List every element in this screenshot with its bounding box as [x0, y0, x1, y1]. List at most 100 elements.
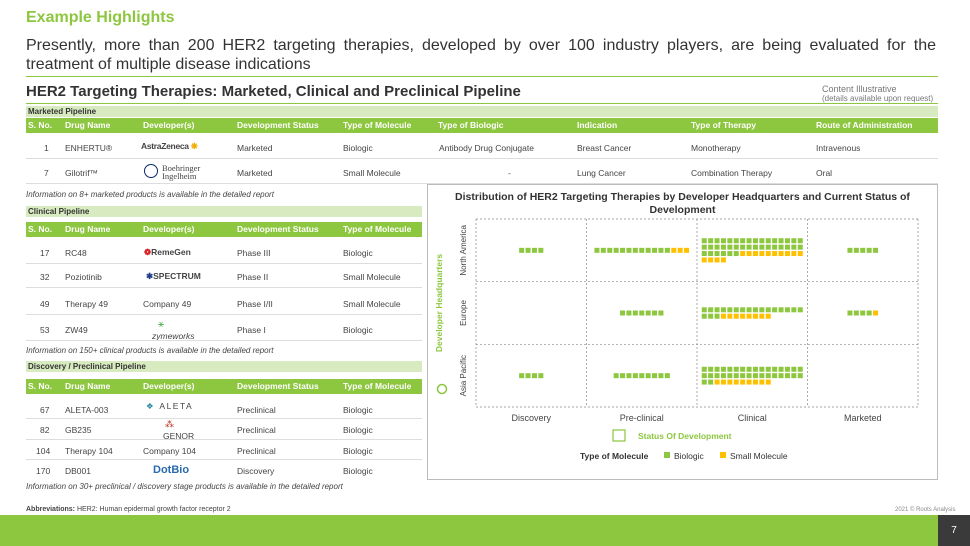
biologic-marker: [866, 310, 872, 316]
biologic-marker: [873, 247, 879, 253]
footer-bar: [0, 515, 938, 546]
biologic-marker: [639, 247, 645, 253]
table-row: 49 Therapy 49 Company 49 Phase I/II Smal…: [26, 292, 422, 314]
biologic-marker: [860, 310, 866, 316]
biologic-marker: [791, 366, 797, 372]
remegen-logo: ❁RemeGen: [144, 247, 191, 257]
abbreviations: Abbreviations: HER2: Human epidermal gro…: [26, 506, 231, 513]
x-axis-title: Status Of Development: [638, 431, 732, 441]
biologic-marker: [714, 238, 720, 244]
small-molecule-marker: [701, 257, 707, 263]
small-molecule-marker: [671, 247, 677, 253]
biologic-marker: [714, 373, 720, 379]
small-molecule-marker: [720, 379, 726, 385]
biologic-marker: [714, 307, 720, 313]
cell-sno: 170: [36, 466, 51, 476]
biologic-marker: [620, 373, 626, 379]
y-tick-label: Asia Pacific: [459, 355, 468, 396]
cell-drug: ZW49: [65, 325, 88, 335]
biologic-marker: [727, 244, 733, 250]
cell-molecule: Biologic: [343, 325, 373, 335]
row-divider: [26, 418, 422, 419]
cell-status: Phase I/II: [237, 299, 273, 309]
biologic-marker: [746, 244, 752, 250]
marketed-note: Information on 8+ marketed products is a…: [26, 190, 274, 199]
biologic-marker: [847, 247, 853, 253]
col-molecule: Type of Molecule: [343, 381, 412, 391]
cell-status: Preclinical: [237, 425, 276, 435]
biologic-marker: [708, 244, 714, 250]
biologic-marker: [759, 366, 765, 372]
illustrative-note: Content Illustrative (details available …: [822, 85, 942, 104]
row-divider: [26, 314, 422, 315]
biologic-marker: [652, 247, 658, 253]
chart-title: Distribution of HER2 Targeting Therapies…: [455, 191, 910, 216]
biologic-marker: [733, 251, 739, 257]
biologic-marker: [797, 244, 803, 250]
biologic-marker: [778, 307, 784, 313]
biologic-marker: [778, 244, 784, 250]
biologic-marker: [613, 373, 619, 379]
biologic-marker: [733, 238, 739, 244]
table-row: 1 ENHERTU® AstraZeneca ❋ Marketed Biolog…: [26, 136, 938, 158]
biologic-marker: [645, 247, 651, 253]
title-divider: [26, 103, 938, 104]
table-row: 104 Therapy 104 Company 104 Preclinical …: [26, 439, 422, 461]
small-molecule-marker: [708, 257, 714, 263]
biologic-marker: [607, 247, 613, 253]
cell-drug: RC48: [65, 248, 87, 258]
biologic-marker: [746, 366, 752, 372]
clinical-table-header: S. No. Drug Name Developer(s) Developmen…: [26, 222, 422, 237]
biologic-marker: [708, 373, 714, 379]
marketed-section-label: Marketed Pipeline: [26, 106, 938, 117]
biologic-marker: [765, 244, 771, 250]
small-molecule-marker: [759, 251, 765, 257]
cell-status: Discovery: [237, 466, 275, 476]
discovery-section-label: Discovery / Preclinical Pipeline: [26, 361, 422, 372]
biologic-marker: [620, 247, 626, 253]
small-molecule-marker: [759, 313, 765, 319]
biologic-marker: [525, 373, 531, 379]
table-row: 53 ZW49 ⚹ zymeworks Phase I Biologic: [40, 319, 373, 341]
aleta-logo: ❖ ALETA: [146, 401, 194, 411]
biologic-marker: [853, 247, 859, 253]
biologic-marker: [740, 244, 746, 250]
biologic-marker: [632, 310, 638, 316]
biologic-marker: [765, 307, 771, 313]
col-drug-name: Drug Name: [65, 381, 111, 391]
biologic-marker: [778, 238, 784, 244]
biologic-marker: [791, 238, 797, 244]
page-number: 7: [938, 515, 970, 546]
col-drug-name: Drug Name: [65, 224, 111, 234]
astrazeneca-logo: AstraZeneca ❋: [141, 141, 198, 151]
globe-icon: [436, 383, 448, 395]
small-molecule-marker: [720, 257, 726, 263]
biologic-marker: [632, 373, 638, 379]
small-molecule-marker: [740, 313, 746, 319]
row-divider: [26, 459, 422, 460]
cell-biologic: -: [508, 168, 511, 178]
row-divider: [26, 340, 422, 341]
row-divider: [26, 439, 422, 440]
copyright: 2021 © Roots Analysis: [895, 507, 956, 513]
biologic-marker: [791, 307, 797, 313]
biologic-marker: [708, 313, 714, 319]
col-biologic: Type of Biologic: [438, 120, 504, 130]
cell-sno: 7: [44, 168, 49, 178]
biologic-marker: [727, 251, 733, 257]
cell-drug: DB001: [65, 466, 91, 476]
col-molecule: Type of Molecule: [343, 120, 412, 130]
biologic-marker: [652, 373, 658, 379]
y-axis-title: Developer Headquarters: [434, 254, 444, 353]
boehringer-icon: [144, 164, 158, 178]
cell-status: Phase III: [237, 248, 271, 258]
cell-developer: Company 104: [143, 446, 196, 456]
biologic-marker: [772, 307, 778, 313]
biologic-marker: [784, 366, 790, 372]
cell-developer: Company 49: [143, 299, 192, 309]
biologic-marker: [658, 373, 664, 379]
small-molecule-marker: [778, 251, 784, 257]
cell-indication: Lung Cancer: [577, 168, 626, 178]
biologic-marker: [701, 307, 707, 313]
cell-molecule: Small Molecule: [343, 272, 401, 282]
